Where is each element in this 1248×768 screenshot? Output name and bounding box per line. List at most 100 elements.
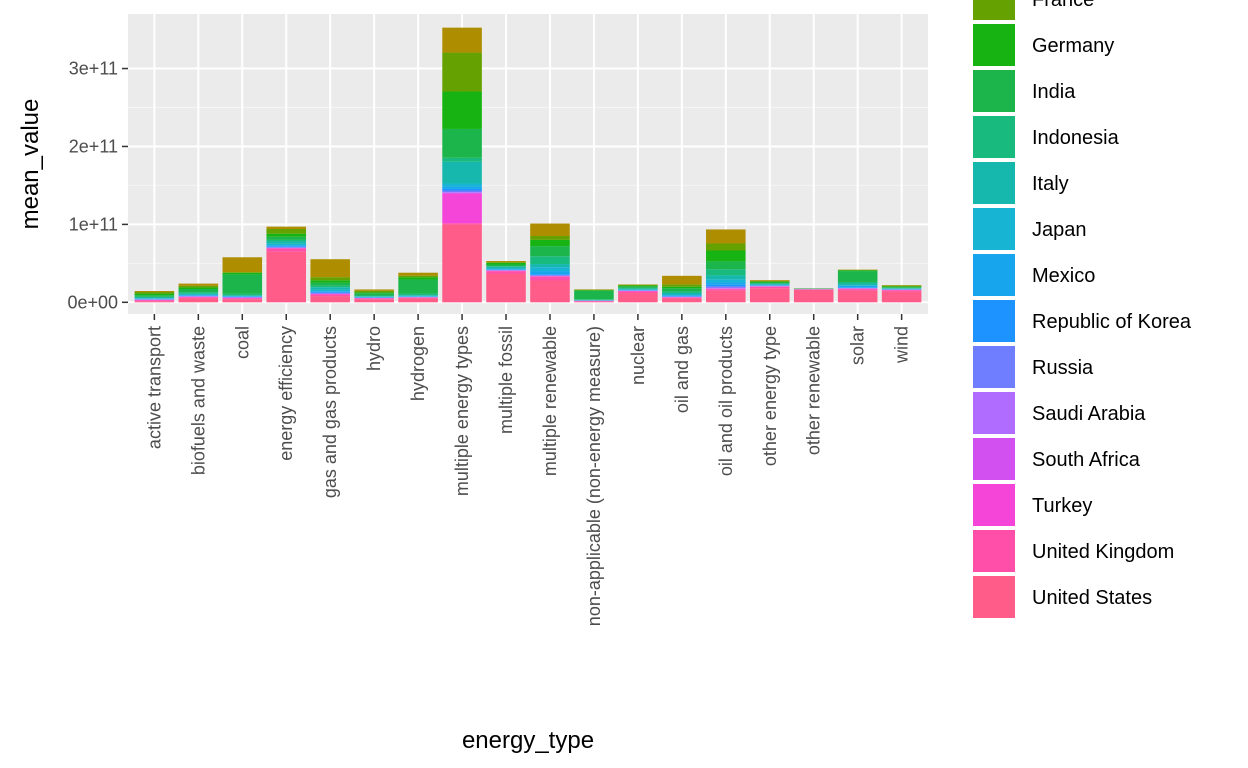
bar-segment	[310, 291, 350, 293]
bar-segment	[134, 301, 175, 303]
bar-segment	[837, 270, 878, 272]
bar-segment	[837, 290, 878, 303]
bar-segment	[354, 293, 394, 296]
bar-segment	[530, 246, 570, 257]
x-tick-label: active transport	[144, 326, 164, 449]
legend-key	[971, 68, 1017, 114]
bar-segment	[881, 291, 922, 303]
legend-label: Japan	[1032, 219, 1087, 241]
bar-segment	[442, 52, 482, 92]
legend-label: Germany	[1032, 35, 1114, 57]
bar-segment	[618, 286, 658, 288]
bar-segment	[706, 275, 746, 280]
bar-segment	[706, 284, 746, 287]
legend: France Germany India Indonesia Italy Japan Mex…	[971, 0, 1192, 620]
bar-segment	[266, 248, 307, 252]
bar-segment	[266, 241, 307, 244]
bar-segment	[749, 281, 790, 283]
y-axis: 0e+00 1e+11 2e+11 3e+11	[67, 59, 128, 312]
bar-segment	[398, 293, 438, 296]
bar-segment	[530, 276, 570, 281]
legend-key	[971, 574, 1017, 620]
bar-segment	[706, 250, 746, 262]
bar-segment	[442, 186, 482, 189]
bar-segment	[837, 285, 878, 286]
bar-segment	[310, 294, 350, 297]
bar-segment	[178, 285, 219, 288]
legend-label: South Africa	[1032, 449, 1141, 471]
bar-segment	[442, 91, 482, 129]
bar-segment	[266, 226, 307, 229]
bar-segment	[310, 296, 350, 303]
bar-segment	[310, 289, 350, 292]
x-axis: active transport biofuels and waste coal en…	[144, 314, 912, 626]
bar-segment	[178, 287, 219, 289]
bar-segment	[618, 285, 658, 287]
bar-segment	[222, 272, 263, 273]
bar-segment	[134, 295, 175, 297]
bar-segment	[310, 259, 350, 278]
bar-segment	[530, 267, 570, 272]
bar-segment	[354, 292, 394, 294]
y-tick-label: 0e+00	[67, 292, 118, 312]
bar-segment	[749, 283, 790, 284]
legend-label: Russia	[1032, 357, 1094, 379]
bar-segment	[837, 281, 878, 284]
bar-segment	[749, 280, 790, 282]
bar-segment	[749, 280, 790, 281]
bar-segment	[222, 274, 263, 294]
bar-segment	[749, 284, 790, 285]
bar-segment	[881, 287, 922, 288]
bar-segment	[398, 298, 438, 303]
bar-segment	[837, 283, 878, 286]
legend-label: Turkey	[1032, 495, 1092, 517]
bar-segment	[749, 286, 790, 289]
bar-segment	[662, 275, 702, 285]
bar-segment	[881, 285, 922, 287]
x-tick-label: other energy type	[760, 326, 780, 466]
bar-segment	[530, 280, 570, 303]
bar-segment	[442, 157, 482, 162]
bar-segment	[134, 297, 175, 299]
bar-segment	[706, 243, 746, 251]
bar-segment	[618, 284, 658, 286]
bar-segment	[662, 298, 702, 303]
bar-segment	[178, 283, 219, 286]
bar-segment	[442, 223, 482, 225]
bar-segment	[310, 277, 350, 281]
x-tick-label: hydrogen	[408, 326, 428, 401]
bar-segment	[837, 285, 878, 288]
bar-segment	[486, 273, 526, 303]
bar-segment	[530, 256, 570, 265]
bar-segment	[134, 291, 175, 293]
bar-segment	[442, 128, 482, 158]
x-tick-label: nuclear	[628, 326, 648, 385]
bar-segment	[486, 271, 526, 274]
bar-segment	[310, 282, 350, 286]
bar-segment	[706, 289, 746, 291]
bar-segment	[266, 246, 307, 247]
bar-segment	[662, 284, 702, 287]
bar-segment	[486, 261, 526, 263]
legend-label: Mexico	[1032, 265, 1095, 287]
bar-segment	[662, 297, 702, 299]
bar-segment	[442, 224, 482, 303]
bar-segment	[486, 268, 526, 270]
bar-segment	[310, 291, 350, 292]
x-tick-label: energy efficiency	[276, 326, 296, 461]
bar-segment	[398, 272, 438, 276]
bar-segment	[662, 288, 702, 292]
bar-segment	[706, 269, 746, 276]
bar-segment	[442, 193, 482, 224]
legend-label: Italy	[1032, 173, 1069, 195]
bar-segment	[881, 290, 922, 292]
bar-segment	[266, 245, 307, 247]
bar-segment	[178, 288, 219, 293]
bar-segment	[574, 301, 614, 303]
legend-key	[971, 22, 1017, 68]
y-tick-label: 2e+11	[69, 136, 118, 156]
x-tick-label: coal	[232, 326, 252, 359]
legend-label: India	[1032, 81, 1076, 103]
bar-segment	[178, 297, 219, 299]
